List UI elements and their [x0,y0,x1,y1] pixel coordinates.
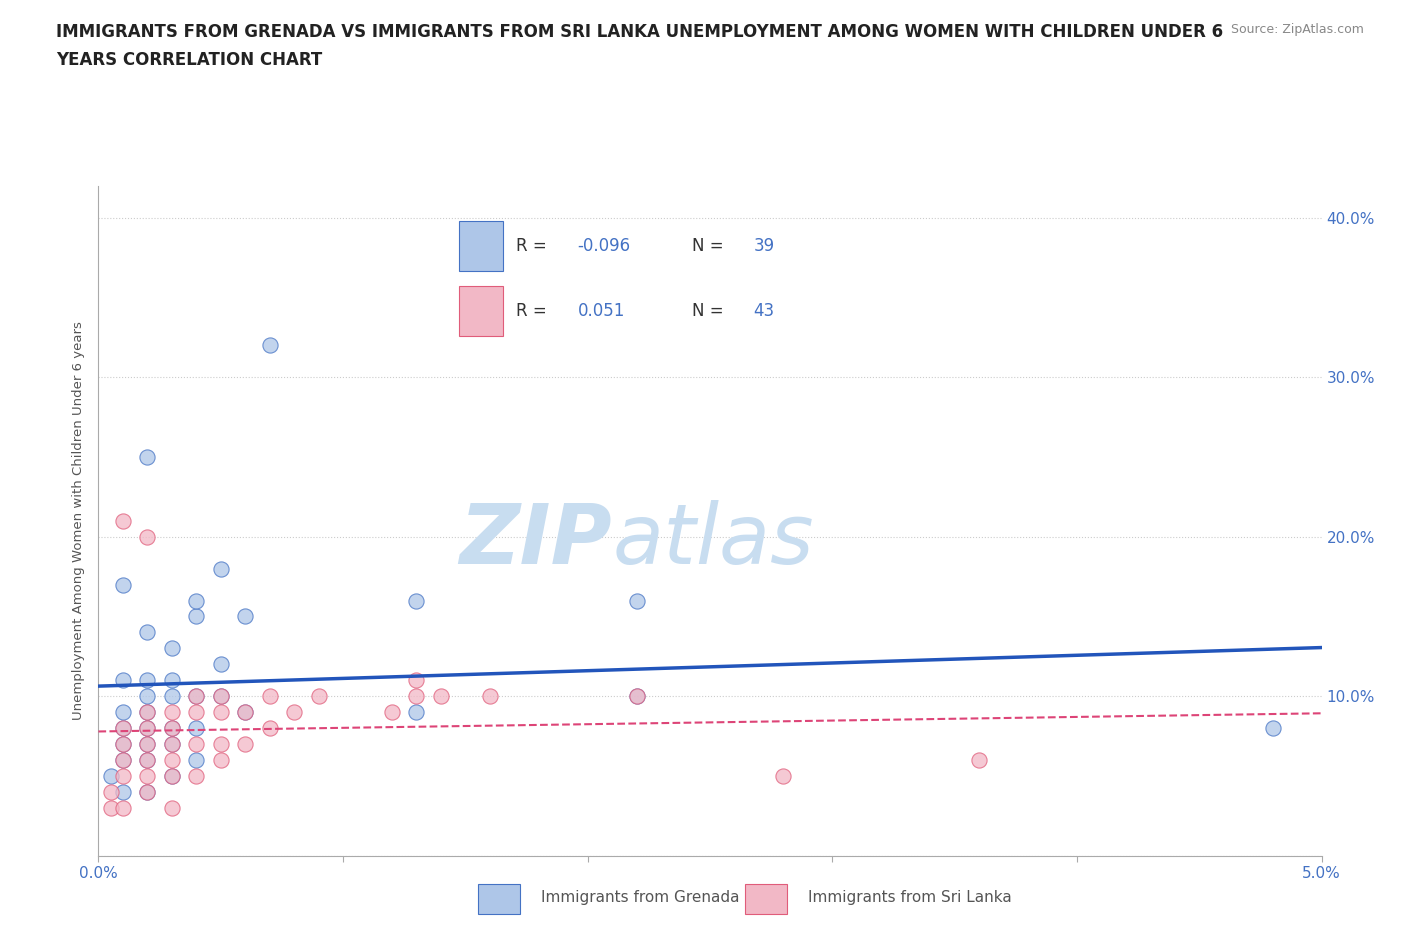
Y-axis label: Unemployment Among Women with Children Under 6 years: Unemployment Among Women with Children U… [72,322,86,720]
Point [430,689,453,704]
Point [160,768,183,783]
Point [111,737,134,751]
Point [209,689,232,704]
Point [100,768,122,783]
Point [136,752,159,767]
Point [111,737,134,751]
Point [136,449,159,464]
Point [405,689,427,704]
Point [136,737,159,751]
Point [233,705,256,720]
Point [136,721,159,736]
Point [136,721,159,736]
Text: Immigrants from Grenada: Immigrants from Grenada [541,890,740,905]
Point [186,737,208,751]
Point [186,689,208,704]
Text: Source: ZipAtlas.com: Source: ZipAtlas.com [1230,23,1364,36]
Point [209,752,232,767]
Point [136,784,159,799]
Point [111,752,134,767]
Point [209,561,232,576]
Point [111,578,134,592]
Point [1261,721,1284,736]
FancyBboxPatch shape [745,884,787,913]
Point [100,801,122,816]
Point [136,737,159,751]
Point [259,689,281,704]
Point [381,705,404,720]
Point [136,705,159,720]
Point [967,752,990,767]
Text: IMMIGRANTS FROM GRENADA VS IMMIGRANTS FROM SRI LANKA UNEMPLOYMENT AMONG WOMEN WI: IMMIGRANTS FROM GRENADA VS IMMIGRANTS FR… [56,23,1223,41]
Point [186,721,208,736]
Point [186,689,208,704]
Point [136,705,159,720]
Point [111,672,134,687]
Point [111,705,134,720]
Point [136,689,159,704]
Text: ZIP: ZIP [460,500,612,581]
Point [233,737,256,751]
Point [136,529,159,544]
Point [160,721,183,736]
Point [111,513,134,528]
Point [626,593,648,608]
Point [186,609,208,624]
Point [259,721,281,736]
Point [160,641,183,656]
Point [405,593,427,608]
Point [111,801,134,816]
Point [136,625,159,640]
Point [772,768,794,783]
FancyBboxPatch shape [478,884,520,913]
Point [209,657,232,671]
Point [136,672,159,687]
Point [111,768,134,783]
Point [259,338,281,352]
Point [160,737,183,751]
Point [186,705,208,720]
Point [209,705,232,720]
Point [160,801,183,816]
Point [136,784,159,799]
Point [405,672,427,687]
Point [160,721,183,736]
Point [160,737,183,751]
Text: YEARS CORRELATION CHART: YEARS CORRELATION CHART [56,51,322,69]
Point [136,752,159,767]
Point [186,768,208,783]
Point [478,689,501,704]
Point [209,737,232,751]
Point [160,752,183,767]
Point [626,689,648,704]
Point [136,768,159,783]
Point [233,609,256,624]
Point [186,752,208,767]
Point [405,705,427,720]
Point [160,689,183,704]
Point [283,705,305,720]
Point [111,721,134,736]
Point [111,784,134,799]
Point [308,689,330,704]
Text: atlas: atlas [612,500,814,581]
Text: Immigrants from Sri Lanka: Immigrants from Sri Lanka [808,890,1012,905]
Point [100,784,122,799]
Point [160,768,183,783]
Point [160,672,183,687]
Point [111,752,134,767]
Point [626,689,648,704]
Point [186,593,208,608]
Point [233,705,256,720]
Point [111,721,134,736]
Point [209,689,232,704]
Point [160,705,183,720]
